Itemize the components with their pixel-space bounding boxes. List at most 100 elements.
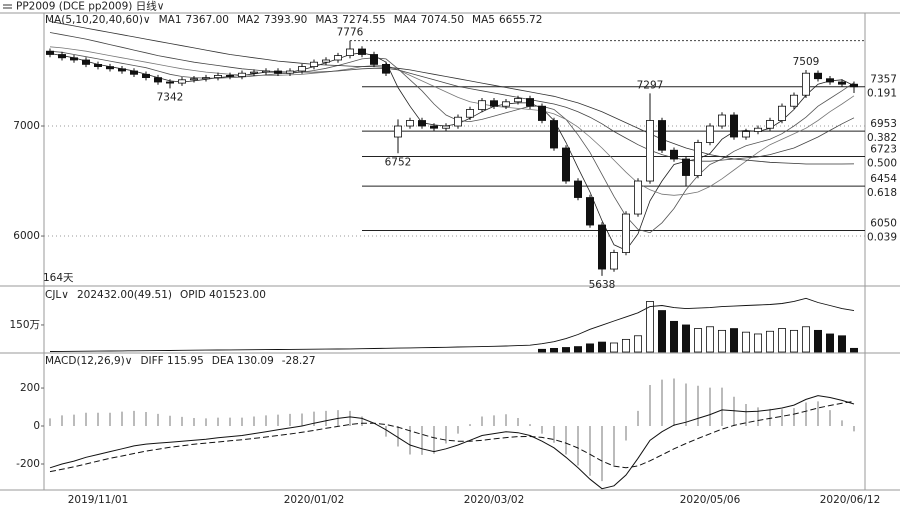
- candle-body: [477, 100, 486, 110]
- volume-bar: [742, 331, 751, 353]
- volume-bar: [778, 328, 787, 353]
- x-tick-label: 2020/03/02: [464, 494, 525, 506]
- candle-body: [658, 120, 667, 151]
- candle-body: [429, 125, 438, 129]
- candle-body: [730, 114, 739, 138]
- fib-ratio: 0.382: [867, 132, 897, 144]
- header-item: DIFF 115.95: [140, 355, 203, 367]
- candle-body: [177, 79, 186, 84]
- candle-body: [297, 66, 306, 72]
- candle-body: [70, 57, 79, 61]
- candle-body: [273, 70, 282, 74]
- volume-bar: [694, 328, 703, 353]
- candle-body: [357, 48, 366, 55]
- candle-body: [141, 73, 150, 79]
- candle-body: [670, 149, 679, 160]
- volume-bar: [574, 346, 583, 353]
- open-interest-line: [49, 297, 855, 352]
- volume-bar: [586, 343, 595, 353]
- volume-bar: [634, 335, 643, 353]
- candle-body: [333, 55, 342, 61]
- candle-body: [46, 50, 55, 55]
- ma-line: [49, 46, 855, 196]
- volume-bar: [550, 347, 559, 353]
- volume-bar: [646, 301, 655, 353]
- volume-bar: [658, 310, 667, 353]
- candle-body: [838, 81, 847, 85]
- extreme-label: 7342: [157, 91, 184, 103]
- extreme-label: 7297: [637, 79, 664, 91]
- header-item: -28.27: [282, 355, 316, 367]
- candle-body: [598, 224, 607, 270]
- candle-body: [213, 75, 222, 79]
- candle-body: [742, 131, 751, 138]
- legend-name: MA2: [237, 14, 260, 26]
- extreme-label: 7509: [793, 56, 820, 68]
- volume-bar: [802, 326, 811, 353]
- candle-body: [106, 66, 115, 70]
- candle-body: [501, 101, 510, 107]
- x-tick-label: 2020/05/06: [680, 494, 741, 506]
- candle-body: [441, 125, 450, 129]
- candle-body: [562, 147, 571, 182]
- candle-body: [622, 213, 631, 253]
- ma-legend: MA(5,10,20,40,60)∨ MA1 7367.00 MA2 7393.90 MA…: [45, 14, 542, 26]
- fib-ratio: 0.500: [867, 157, 897, 169]
- fib-ratio: 0.039: [867, 232, 897, 244]
- legend-value: 7274.55: [342, 14, 385, 26]
- candle-body: [118, 68, 127, 72]
- header-item: 202432.00(49.51): [77, 289, 172, 301]
- candle-body: [465, 109, 474, 118]
- candle-body: [550, 120, 559, 149]
- candle-body: [778, 105, 787, 121]
- x-tick-label: 2019/11/01: [68, 494, 129, 506]
- candle-body: [586, 197, 595, 226]
- volume-bar: [730, 328, 739, 353]
- volume-bar: [718, 329, 727, 353]
- legend-title: MA(5,10,20,40,60)∨: [45, 14, 151, 26]
- candle-body: [850, 83, 859, 88]
- candle-body: [453, 116, 462, 127]
- y-tick-label: 0: [33, 420, 40, 432]
- fib-value: 6454: [870, 173, 897, 185]
- candle-body: [526, 98, 535, 107]
- candle-body: [718, 114, 727, 127]
- legend-value: 7367.00: [186, 14, 229, 26]
- y-tick-label: 200: [20, 382, 40, 394]
- legend-name: MA1: [159, 14, 182, 26]
- candle-body: [249, 71, 258, 74]
- footnote: 164天: [43, 272, 74, 284]
- candle-body: [321, 59, 330, 63]
- fib-value: 6050: [870, 218, 897, 230]
- candle-body: [58, 54, 67, 59]
- candle-body: [237, 72, 246, 77]
- chart-title[interactable]: PP2009 (DCE pp2009) 日线∨: [16, 0, 164, 13]
- candle-body: [574, 180, 583, 198]
- volume-bar: [538, 348, 547, 353]
- candle-body: [165, 81, 174, 84]
- fib-value: 6723: [870, 143, 897, 155]
- volume-bar: [814, 329, 823, 353]
- volume-bar: [670, 320, 679, 353]
- y-tick-label: 7000: [13, 120, 40, 132]
- legend-name: MA3: [315, 14, 338, 26]
- fib-ratio: 0.618: [867, 187, 897, 199]
- volume-bar: [790, 329, 799, 353]
- candle-body: [826, 78, 835, 83]
- fib-value: 7357: [870, 74, 897, 86]
- menu-icon[interactable]: [3, 4, 12, 9]
- candle-body: [94, 64, 103, 68]
- candle-body: [381, 64, 390, 74]
- y-tick-label: -200: [16, 458, 40, 470]
- candle-body: [538, 105, 547, 121]
- volume-bar: [682, 324, 691, 353]
- extreme-label: 5638: [589, 279, 616, 291]
- ma-line: [49, 21, 855, 165]
- candle-body: [754, 127, 763, 132]
- fib-ratio: 0.191: [867, 88, 897, 100]
- candle-body: [129, 70, 138, 75]
- candle-body: [814, 72, 823, 80]
- legend-value: 6655.72: [499, 14, 542, 26]
- candle-body: [646, 120, 655, 182]
- candle-body: [345, 48, 354, 56]
